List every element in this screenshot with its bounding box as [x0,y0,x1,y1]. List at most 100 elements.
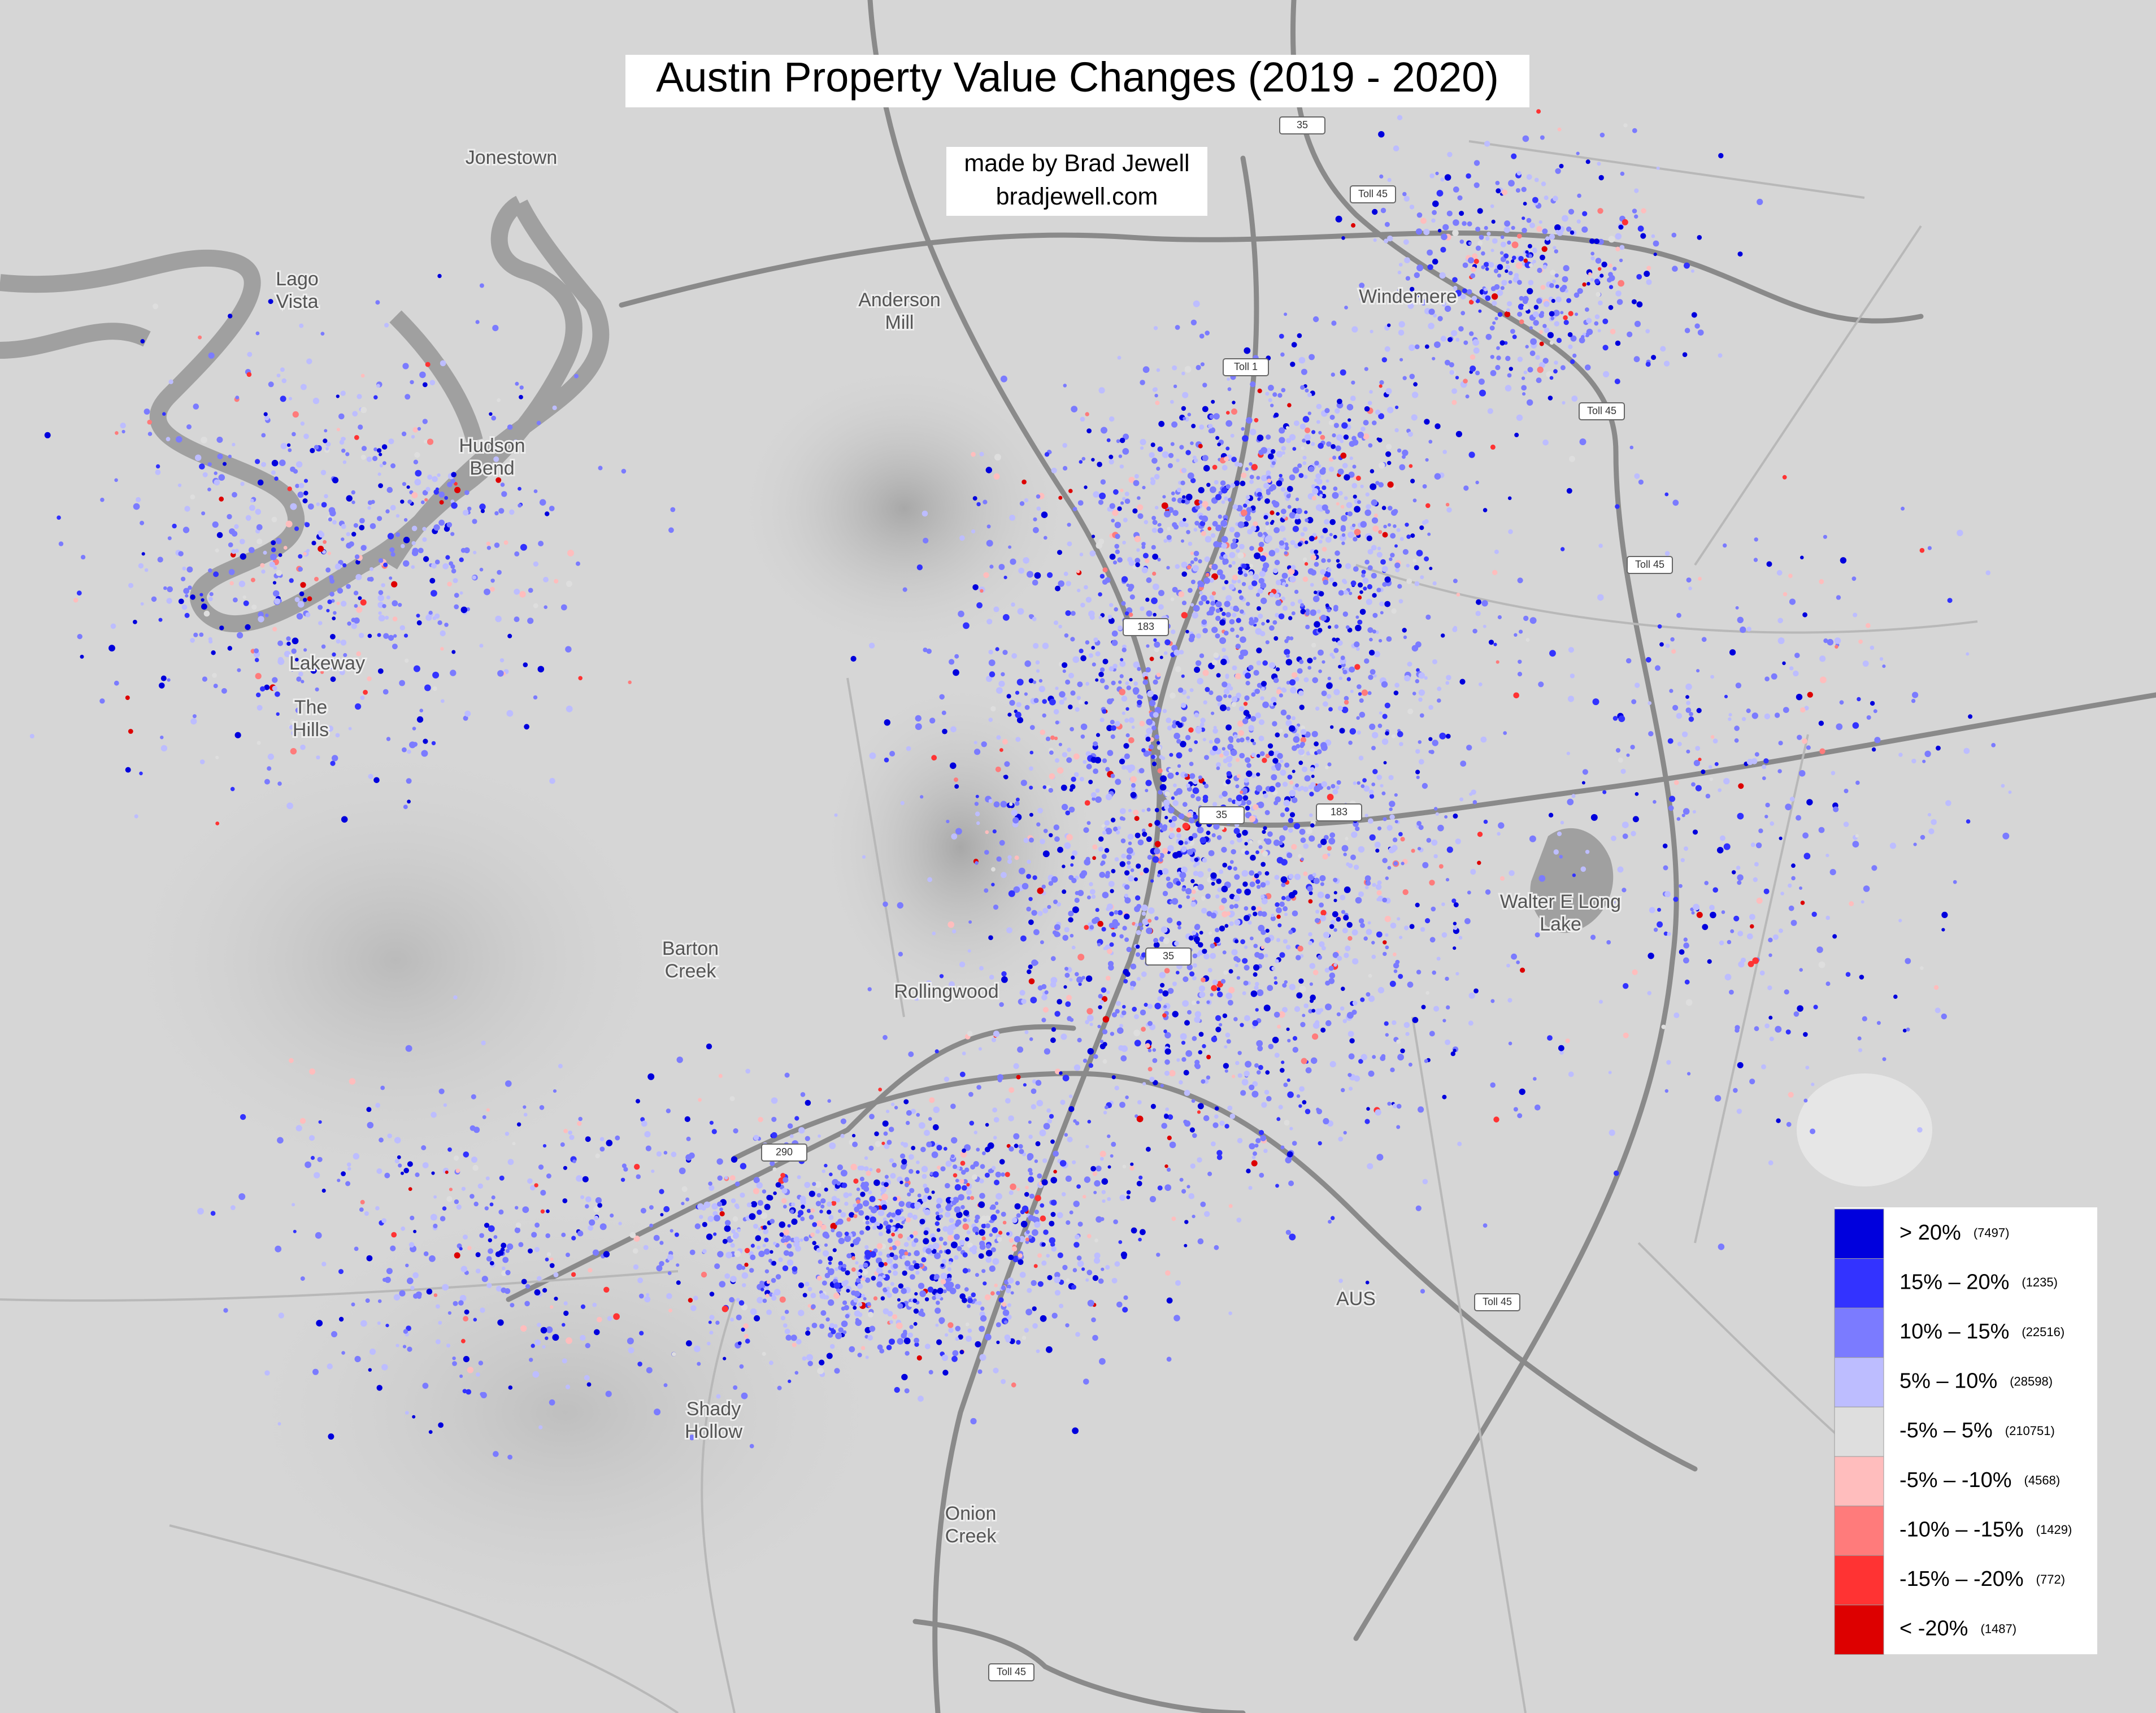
parcel-dot [841,1182,847,1188]
parcel-dot [953,669,959,676]
parcel-dot [1321,744,1328,751]
parcel-dot [1205,536,1212,543]
parcel-dot [1265,392,1270,396]
parcel-dot [993,1367,999,1373]
parcel-dot [640,1207,646,1214]
parcel-dot [1366,992,1371,997]
parcel-dot [846,1253,852,1259]
parcel-dot [1260,894,1265,899]
parcel-dot [1418,740,1422,744]
parcel-dot [1224,631,1229,636]
parcel-dot [1063,985,1067,989]
parcel-dot [1357,619,1363,625]
parcel-dot [424,498,428,502]
parcel-dot [1205,331,1210,336]
parcel-dot [258,616,264,623]
parcel-dot [750,1308,757,1315]
parcel-dot [1284,1120,1290,1126]
parcel-dot [667,1271,672,1275]
parcel-dot [1283,825,1288,831]
parcel-dot [1040,1203,1045,1208]
parcel-dot [724,1225,731,1232]
parcel-dot [1036,1099,1044,1107]
parcel-dot [1086,1015,1094,1022]
parcel-dot [1206,482,1211,487]
parcel-dot [1163,651,1168,655]
parcel-dot [1023,557,1029,564]
parcel-dot [1316,420,1320,424]
parcel-dot [803,1236,809,1242]
parcel-dot [1034,1210,1039,1215]
parcel-dot [1332,455,1337,460]
parcel-dot [1192,953,1198,959]
parcel-dot [1439,732,1446,740]
parcel-dot [1168,807,1175,814]
parcel-dot [1111,680,1116,685]
parcel-dot [1240,649,1246,656]
parcel-dot [730,1276,737,1283]
parcel-dot [1162,495,1166,499]
parcel-dot [1023,1083,1027,1087]
parcel-dot [914,1250,920,1257]
parcel-dot [1286,1027,1290,1031]
parcel-dot [979,1193,985,1199]
parcel-dot [1207,968,1212,973]
parcel-dot [1273,976,1277,980]
parcel-dot [1002,738,1008,745]
parcel-dot [1173,791,1179,796]
parcel-dot [1281,451,1285,455]
parcel-dot [942,728,947,734]
parcel-dot [1026,873,1032,879]
parcel-dot [1393,690,1399,695]
parcel-dot [1192,897,1196,901]
parcel-dot [1124,914,1130,920]
parcel-dot [1300,1021,1306,1028]
parcel-dot [1111,1277,1118,1284]
parcel-dot [1210,533,1216,538]
parcel-dot [1276,512,1280,516]
parcel-dot [1071,945,1076,950]
parcel-dot [1298,978,1304,984]
parcel-dot [1009,1238,1014,1243]
parcel-dot [1418,689,1425,696]
parcel-dot [341,537,345,541]
parcel-dot [967,1328,972,1333]
parcel-dot [1314,918,1320,923]
parcel-dot [326,608,330,612]
parcel-dot [1338,1279,1343,1283]
parcel-dot [1080,602,1085,608]
parcel-dot [1364,658,1370,664]
parcel-dot [1422,782,1428,789]
parcel-dot [1025,1237,1029,1242]
parcel-dot [1414,565,1419,571]
parcel-dot [1223,515,1228,520]
parcel-dot [1184,841,1188,845]
parcel-dot [1264,1089,1270,1095]
parcel-dot [1128,612,1133,617]
parcel-dot [737,1341,742,1345]
parcel-dot [807,1304,811,1308]
parcel-dot [386,737,391,741]
parcel-dot [910,1274,915,1280]
parcel-dot [833,1282,841,1289]
parcel-dot [1147,1003,1153,1009]
parcel-dot [1377,723,1383,728]
parcel-dot [1327,846,1332,851]
parcel-dot [1390,553,1395,558]
parcel-dot [543,577,549,582]
parcel-dot [853,1178,859,1184]
parcel-dot [1345,563,1351,569]
parcel-dot [1241,582,1246,586]
parcel-dot [257,479,264,486]
parcel-dot [840,1118,846,1124]
parcel-dot [379,463,384,468]
parcel-dot [983,499,988,505]
parcel-dot [1297,786,1302,792]
parcel-dot [791,1218,798,1225]
parcel-dot [1222,647,1226,652]
parcel-dot [1264,498,1270,504]
parcel-dot [1077,1260,1084,1267]
parcel-dot [1180,741,1186,747]
parcel-dot [545,511,550,516]
